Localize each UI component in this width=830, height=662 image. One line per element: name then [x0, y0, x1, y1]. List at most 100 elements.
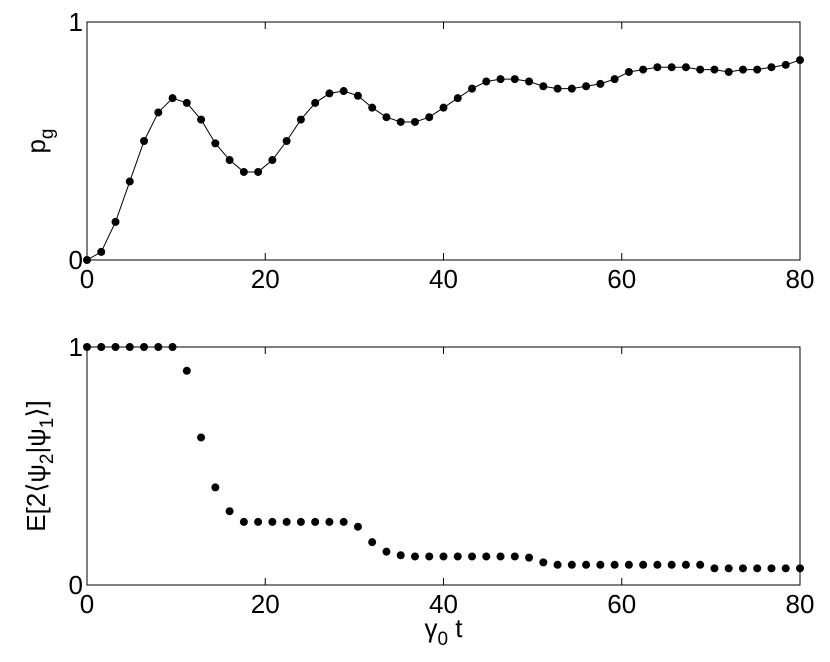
- x-tick-label: 80: [786, 264, 815, 294]
- data-point: [738, 564, 747, 573]
- data-point: [738, 65, 747, 74]
- data-point: [767, 564, 776, 573]
- data-point: [468, 552, 477, 561]
- x-tick-label: 20: [251, 589, 280, 619]
- y-tick-label: 0: [69, 245, 83, 275]
- data-point: [553, 560, 562, 569]
- x-axis-label-part: t: [448, 613, 463, 643]
- data-point: [339, 517, 348, 526]
- data-point: [567, 84, 576, 93]
- data-point: [325, 517, 334, 526]
- data-point: [439, 103, 448, 112]
- data-point: [197, 115, 206, 124]
- data-point: [282, 517, 291, 526]
- y-axis-label-part: 1: [37, 418, 58, 429]
- data-point: [610, 75, 619, 84]
- data-point: [767, 63, 776, 72]
- data-point: [667, 560, 676, 569]
- x-tick-label: 60: [607, 264, 636, 294]
- data-point: [182, 366, 191, 375]
- plot-frame: [86, 346, 801, 586]
- x-axis-label-part: γ: [424, 613, 437, 643]
- data-point: [239, 517, 248, 526]
- data-point: [168, 343, 177, 351]
- data-point: [567, 560, 576, 569]
- data-point: [539, 558, 548, 567]
- data-point: [311, 98, 320, 107]
- data-point: [182, 98, 191, 107]
- data-point: [425, 552, 434, 561]
- data-point: [111, 217, 120, 226]
- x-tick-label: 0: [80, 589, 94, 619]
- data-point: [396, 551, 405, 560]
- data-point: [339, 87, 348, 96]
- y-axis-label: E[2⟨ψ2|ψ1⟩]: [21, 400, 58, 532]
- data-point: [539, 82, 548, 91]
- data-point: [624, 67, 633, 76]
- data-point: [254, 517, 263, 526]
- y-axis-label-part: 2: [37, 453, 58, 464]
- data-point: [382, 113, 391, 122]
- data-point: [510, 552, 519, 561]
- x-tick-label: 40: [429, 264, 458, 294]
- y-axis-label-part: |ψ: [21, 428, 51, 453]
- data-point: [353, 91, 362, 100]
- y-axis-label: pg: [21, 128, 58, 153]
- data-point: [681, 63, 690, 72]
- data-point: [453, 552, 462, 561]
- data-point: [140, 343, 149, 351]
- data-point: [653, 63, 662, 72]
- x-tick-label: 40: [429, 589, 458, 619]
- data-point: [140, 137, 149, 145]
- data-point: [482, 77, 491, 86]
- y-tick-label: 0: [69, 570, 83, 600]
- x-tick-label: 20: [251, 264, 280, 294]
- x-tick-label: 0: [80, 264, 94, 294]
- data-point: [596, 79, 605, 88]
- data-point: [125, 343, 134, 351]
- y-axis-label-part: p: [21, 139, 51, 153]
- data-point: [368, 103, 377, 112]
- plot-frame: [86, 21, 801, 261]
- data-point: [781, 564, 790, 573]
- data-point: [653, 560, 662, 569]
- data-point: [111, 343, 120, 351]
- data-point: [453, 94, 462, 103]
- data-point: [724, 564, 733, 573]
- data-point: [125, 177, 134, 186]
- data-point: [296, 115, 305, 124]
- data-point: [296, 517, 305, 526]
- data-point: [425, 113, 434, 122]
- data-point: [211, 139, 220, 148]
- y-axis-label-part: E[2⟨ψ: [21, 464, 51, 532]
- data-point: [353, 522, 362, 531]
- data-point: [97, 343, 106, 351]
- data-point: [254, 167, 263, 176]
- data-point: [396, 117, 405, 126]
- data-point: [311, 517, 320, 526]
- data-point: [496, 75, 505, 84]
- data-point: [282, 137, 291, 145]
- y-axis-label-part: g: [37, 128, 58, 139]
- data-point: [753, 65, 762, 74]
- y-tick-label: 1: [69, 7, 83, 37]
- data-point: [211, 483, 220, 492]
- data-point: [796, 56, 804, 65]
- data-point: [724, 67, 733, 76]
- data-point: [696, 65, 705, 74]
- x-axis-label-part: 0: [437, 629, 448, 650]
- data-point: [624, 560, 633, 569]
- data-line: [86, 59, 801, 261]
- data-point: [83, 343, 91, 351]
- data-point: [154, 108, 163, 117]
- data-point: [696, 560, 705, 569]
- data-point: [239, 167, 248, 176]
- data-point: [410, 552, 419, 561]
- data-point: [168, 94, 177, 103]
- data-point: [83, 256, 91, 264]
- data-point: [325, 89, 334, 98]
- data-point: [710, 65, 719, 74]
- data-point: [225, 507, 234, 516]
- data-point: [582, 82, 591, 91]
- data-point: [582, 560, 591, 569]
